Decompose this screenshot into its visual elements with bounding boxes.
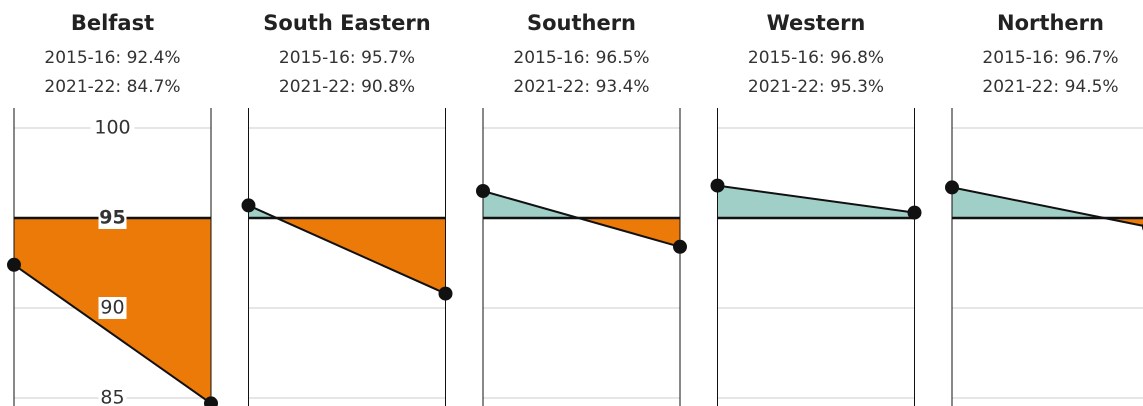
panel-subtitle: 2021-22: 93.4% — [513, 77, 649, 97]
difference-area — [717, 185, 915, 218]
slope-line — [717, 184, 915, 214]
point — [673, 239, 687, 254]
tick-label-bg — [98, 207, 127, 229]
panel-title: Southern — [527, 11, 636, 35]
point — [7, 257, 21, 272]
panel-subtitle: 2015-16: 96.8% — [748, 48, 884, 68]
panel-title: Western — [767, 11, 866, 35]
panel-subtitle: 2015-16: 96.5% — [513, 48, 649, 68]
point — [907, 205, 922, 220]
panel: Western 2015-16: 96.8% 2021-22: 95.3% — [710, 11, 922, 406]
point — [438, 286, 453, 301]
panel-subtitle: 2021-22: 84.7% — [44, 77, 180, 97]
panel-subtitle: 2021-22: 94.5% — [982, 77, 1118, 97]
panel-title: South Eastern — [263, 11, 430, 35]
panel-title: Belfast — [71, 11, 154, 35]
panel-subtitle: 2021-22: 95.3% — [748, 77, 884, 97]
tick-label-bg — [98, 297, 127, 319]
tick-label-bg — [98, 387, 127, 406]
y-tick-label: 100 — [94, 117, 130, 139]
panel: Northern 2015-16: 96.7% 2021-22: 94.5% — [945, 11, 1143, 406]
point — [241, 198, 256, 213]
panel-subtitle: 2015-16: 96.7% — [982, 48, 1118, 68]
y-tick-label: 85 — [100, 387, 124, 406]
slope-line — [13, 263, 212, 405]
panel-subtitle: 2015-16: 92.4% — [44, 48, 180, 68]
panel-subtitle: 2015-16: 95.7% — [279, 48, 415, 68]
slope-line — [951, 186, 1143, 227]
panel-title: Northern — [997, 11, 1104, 35]
y-tick-label: 90 — [100, 297, 124, 319]
slope-line — [482, 190, 681, 248]
point — [945, 180, 959, 195]
point — [476, 184, 490, 198]
panel-subtitle: 2021-22: 90.8% — [279, 77, 415, 97]
panel: South Eastern 2015-16: 95.7% 2021-22: 90.8… — [241, 11, 453, 406]
y-tick-label: 95 — [99, 207, 125, 229]
slope-line — [248, 204, 446, 295]
panel: Southern 2015-16: 96.5% 2021-22: 93.4% — [476, 11, 687, 406]
point — [710, 178, 725, 193]
point — [204, 396, 218, 406]
panel: Belfast 2015-16: 92.4% 2021-22: 84.7% 85 90 9… — [7, 11, 218, 406]
tick-label-bg — [90, 117, 135, 139]
